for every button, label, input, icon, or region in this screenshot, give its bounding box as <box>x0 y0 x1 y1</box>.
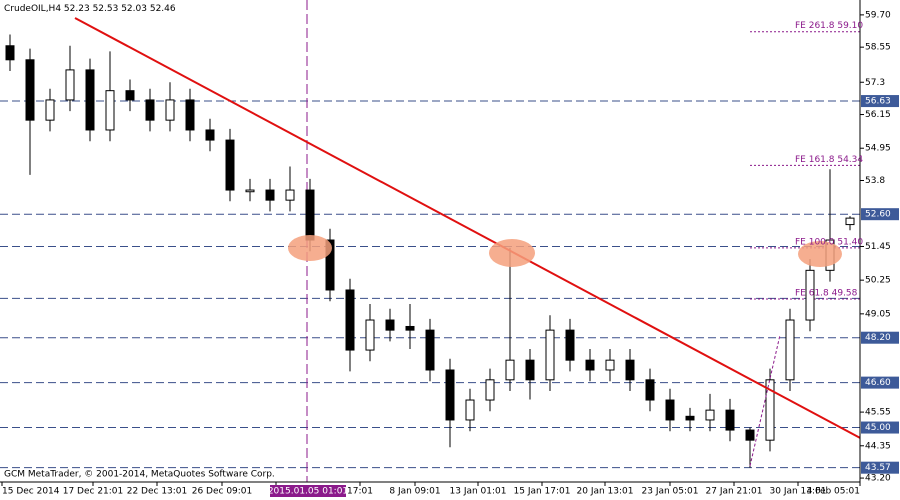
y-tick-label: 53.8 <box>865 176 885 186</box>
x-tick-label: 22 Dec 13:01 <box>127 487 188 497</box>
candle-body <box>765 379 775 441</box>
candle-body <box>665 399 675 421</box>
chart-header: CrudeOIL,H4 52.23 52.53 52.03 52.46 <box>4 4 176 14</box>
candle-body <box>425 329 435 371</box>
candle-body <box>845 217 855 226</box>
level-box <box>861 208 899 221</box>
level-label: 46.60 <box>865 378 891 388</box>
fibo-base <box>749 334 781 467</box>
candle-body <box>605 359 615 371</box>
fibo-label: FE 61.8 49.58 <box>795 288 858 298</box>
candle-body <box>685 415 695 421</box>
candle-body <box>125 90 135 101</box>
y-tick-label: 51.45 <box>865 242 891 252</box>
candle-body <box>585 359 595 371</box>
candle-body <box>785 319 795 381</box>
candle-body <box>705 409 715 421</box>
highlight <box>798 241 842 267</box>
candle-body <box>185 99 195 131</box>
candle-body <box>465 399 475 421</box>
candle-body <box>625 359 635 381</box>
plot-area <box>0 0 861 482</box>
y-tick-label: 50.25 <box>865 276 891 286</box>
x-tick-label: 13 Jan 01:01 <box>450 487 507 497</box>
candle-body <box>25 59 35 121</box>
highlight <box>288 235 332 261</box>
candle-body <box>485 379 495 401</box>
candle-body <box>145 99 155 121</box>
level-box <box>861 376 899 389</box>
candle-body <box>545 329 555 381</box>
candle-body <box>805 269 815 321</box>
candle-body <box>245 189 255 193</box>
candle-body <box>385 319 395 331</box>
candle-body <box>725 409 735 431</box>
y-tick-label: 43.20 <box>865 474 891 484</box>
y-tick-label: 45.55 <box>865 408 891 418</box>
cursor-box <box>270 485 346 497</box>
y-tick-label: 57.3 <box>865 78 885 88</box>
level-label: 45.00 <box>865 423 891 433</box>
x-tick-label: 8 Jan 09:01 <box>389 487 440 497</box>
candle-body <box>85 69 95 131</box>
y-tick-label: 49.05 <box>865 309 891 319</box>
trendline <box>74 17 861 439</box>
level-label: 43.57 <box>865 463 891 473</box>
candle-body <box>505 359 515 381</box>
level-box <box>861 461 899 474</box>
y-tick-label: 59.70 <box>865 10 891 20</box>
highlight <box>489 239 535 267</box>
cursor-label: 2015.01.05 01:01 <box>268 487 348 497</box>
y-tick-label: 56.15 <box>865 110 891 120</box>
x-tick-label: 17:01 <box>347 487 373 497</box>
x-tick-label: 27 Jan 21:01 <box>706 487 763 497</box>
candle-body <box>165 99 175 121</box>
x-tick-label: 17 Dec 21:01 <box>63 487 124 497</box>
candle-body <box>565 329 575 361</box>
candle-body <box>405 325 415 331</box>
level-box <box>861 421 899 434</box>
candle-body <box>365 319 375 351</box>
candle-body <box>645 379 655 401</box>
candle-body <box>345 289 355 351</box>
candle-body <box>325 239 335 291</box>
level-box <box>861 331 899 344</box>
candle-body <box>65 69 75 101</box>
y-tick-label: 54.95 <box>865 144 891 154</box>
candle-body <box>265 189 275 201</box>
x-tick-label: 30 Jan 13:01 <box>770 487 827 497</box>
candle-body <box>5 45 15 61</box>
x-tick-label: 20 Jan 13:01 <box>577 487 634 497</box>
fibo-label: FE 261.8 59.10 <box>795 21 863 31</box>
level-label: 52.60 <box>865 210 891 220</box>
candle-body <box>205 129 215 141</box>
candle-body <box>45 99 55 121</box>
level-label: 56.63 <box>865 97 891 107</box>
x-tick-label: 15 Jan 17:01 <box>514 487 571 497</box>
candle-body <box>305 189 315 241</box>
level-box <box>861 95 899 108</box>
candle-body <box>745 429 755 441</box>
fibo-label: FE 161.8 54.34 <box>795 155 863 165</box>
x-tick-label: 26 Dec 09:01 <box>192 487 253 497</box>
candle-body <box>445 369 455 421</box>
candle-body <box>225 139 235 191</box>
y-tick-label: 58.55 <box>865 43 891 53</box>
candle-body <box>525 359 535 381</box>
x-tick-label: 23 Jan 05:01 <box>642 487 699 497</box>
footer: GCM MetaTrader, © 2001-2014, MetaQuotes … <box>4 470 275 480</box>
x-tick-label: 15 Dec 2014 <box>2 487 60 497</box>
candle-body <box>285 189 295 201</box>
level-label: 48.20 <box>865 333 891 343</box>
candle-body <box>105 90 115 131</box>
y-tick-label: 44.35 <box>865 441 891 451</box>
x-tick-label: 4 Feb 05:01 <box>807 487 860 497</box>
fibo-label: FE 100.0 51.40 <box>795 237 863 247</box>
